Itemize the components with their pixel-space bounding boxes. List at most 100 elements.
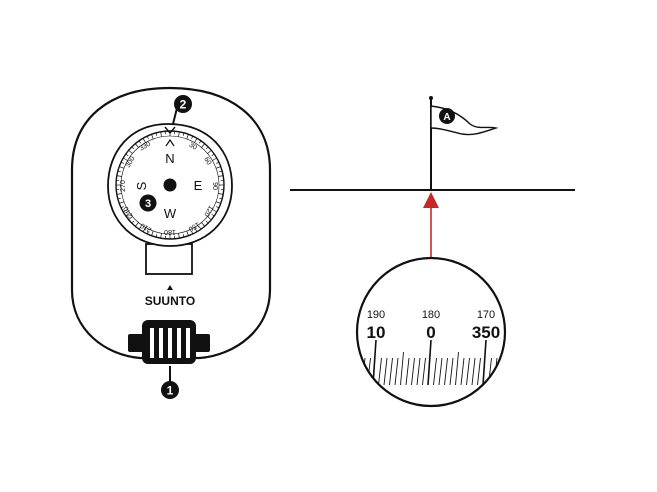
dial-tick (116, 175, 122, 177)
scale-tick (389, 357, 393, 386)
scale-tick (372, 339, 377, 386)
cardinal-north: N (165, 151, 174, 166)
dial-tick (207, 216, 212, 220)
cardinal-south: S (134, 181, 149, 190)
bearing-label-30: 30 (188, 142, 198, 152)
dial-tick (194, 138, 198, 143)
dial-tick (160, 233, 162, 239)
callout-2-label: 2 (180, 98, 187, 112)
scale-tick (378, 357, 382, 386)
dial-tick (120, 161, 124, 164)
callout-1: 1 (161, 366, 179, 399)
dial-tick (194, 227, 198, 232)
scale-tick (455, 351, 459, 386)
scale-small-label-170: 170 (477, 309, 495, 321)
scale-tick (438, 357, 443, 386)
compass-device: 330 30 60 90 120 150 180 210 240 270 300… (70, 86, 272, 399)
dial-tick (135, 222, 139, 227)
dial-tick (119, 201, 125, 204)
dial-tick (216, 206, 220, 209)
dial-tick (219, 170, 223, 173)
dial-tick (135, 143, 139, 148)
dial-tick (123, 157, 128, 161)
dial-tick (198, 140, 202, 144)
dial-tick (131, 146, 135, 150)
magnified-scale: 190 180 170 10 0 350 (355, 256, 507, 408)
dial-tick (182, 234, 185, 238)
cardinal-letters: N E S W (134, 151, 203, 221)
bearing-label-60: 60 (202, 156, 212, 166)
scale-tick (383, 357, 388, 386)
dial-tick (191, 135, 194, 139)
cardinal-west: W (164, 206, 177, 221)
dial-tick (128, 150, 133, 154)
dial-tick (211, 213, 215, 217)
dial-tick (186, 134, 189, 140)
scale-tick (422, 357, 426, 386)
dial-tick (201, 222, 205, 227)
scale-tick (444, 357, 448, 386)
dial-tick (178, 131, 180, 137)
dial-tick (212, 157, 217, 161)
bearing-label-240: 240 (123, 205, 135, 219)
adjustment-knob (128, 320, 210, 364)
scale-small-label-190: 190 (367, 309, 385, 321)
dial-tick (123, 209, 128, 213)
scale-tick (394, 357, 399, 386)
flag-label: A (443, 112, 450, 123)
scale-large-label-0: 0 (426, 323, 435, 342)
dial-tick (128, 216, 133, 220)
sighting-view: A 190 180 170 10 0 350 (290, 96, 575, 408)
scale-tick (466, 357, 470, 386)
dial-tick (155, 132, 158, 136)
dial-ticks (116, 131, 224, 239)
dial-tick (146, 231, 149, 235)
callout-3-label: 3 (145, 198, 151, 210)
dial-tick (125, 213, 129, 217)
dial-tick (216, 161, 220, 164)
dial-tick (125, 153, 129, 157)
dial-tick (155, 234, 158, 238)
scale-tick (482, 339, 487, 386)
dial-tick (182, 132, 185, 136)
dial-tick (218, 175, 224, 177)
dial-center-hub (163, 178, 177, 192)
dial-tick (138, 140, 142, 144)
cardinal-east: E (194, 178, 203, 193)
dial-tick (205, 220, 209, 224)
dial-tick (151, 230, 154, 236)
dial-tick (215, 166, 221, 169)
bearing-label-150: 150 (187, 220, 201, 232)
dial-tick (119, 166, 125, 169)
dial-tick (117, 170, 121, 173)
bearing-label-300: 300 (125, 155, 137, 169)
dial-tick (191, 231, 194, 235)
compass-needle-icon (165, 138, 175, 147)
scale-tick (405, 357, 410, 386)
dial-tick (186, 230, 189, 236)
bearing-label-210: 210 (139, 221, 153, 233)
dial-tick (116, 193, 122, 195)
dial-tick (160, 131, 162, 137)
scale-small-label-180: 180 (422, 309, 440, 321)
dial-tick (205, 146, 209, 150)
dial-tick (142, 138, 146, 143)
brand-label: SUUNTO (145, 294, 195, 308)
scale-tick (416, 357, 421, 386)
dial-tick (201, 143, 205, 148)
scale-large-label-350: 350 (472, 323, 500, 342)
flag-icon: A (429, 96, 499, 190)
scale-tick (433, 357, 437, 386)
dial-tick (151, 134, 154, 140)
dial-tick (178, 233, 180, 239)
scale-tick (499, 357, 503, 386)
brand-triangle (167, 285, 173, 290)
dial-tick (211, 153, 215, 157)
dial-neck (145, 243, 193, 275)
dial-tick (138, 226, 142, 230)
callout-3: 3 (139, 194, 157, 212)
scale-tick (460, 357, 465, 386)
scale-large-label-10: 10 (367, 323, 386, 342)
flag-badge (439, 108, 455, 124)
